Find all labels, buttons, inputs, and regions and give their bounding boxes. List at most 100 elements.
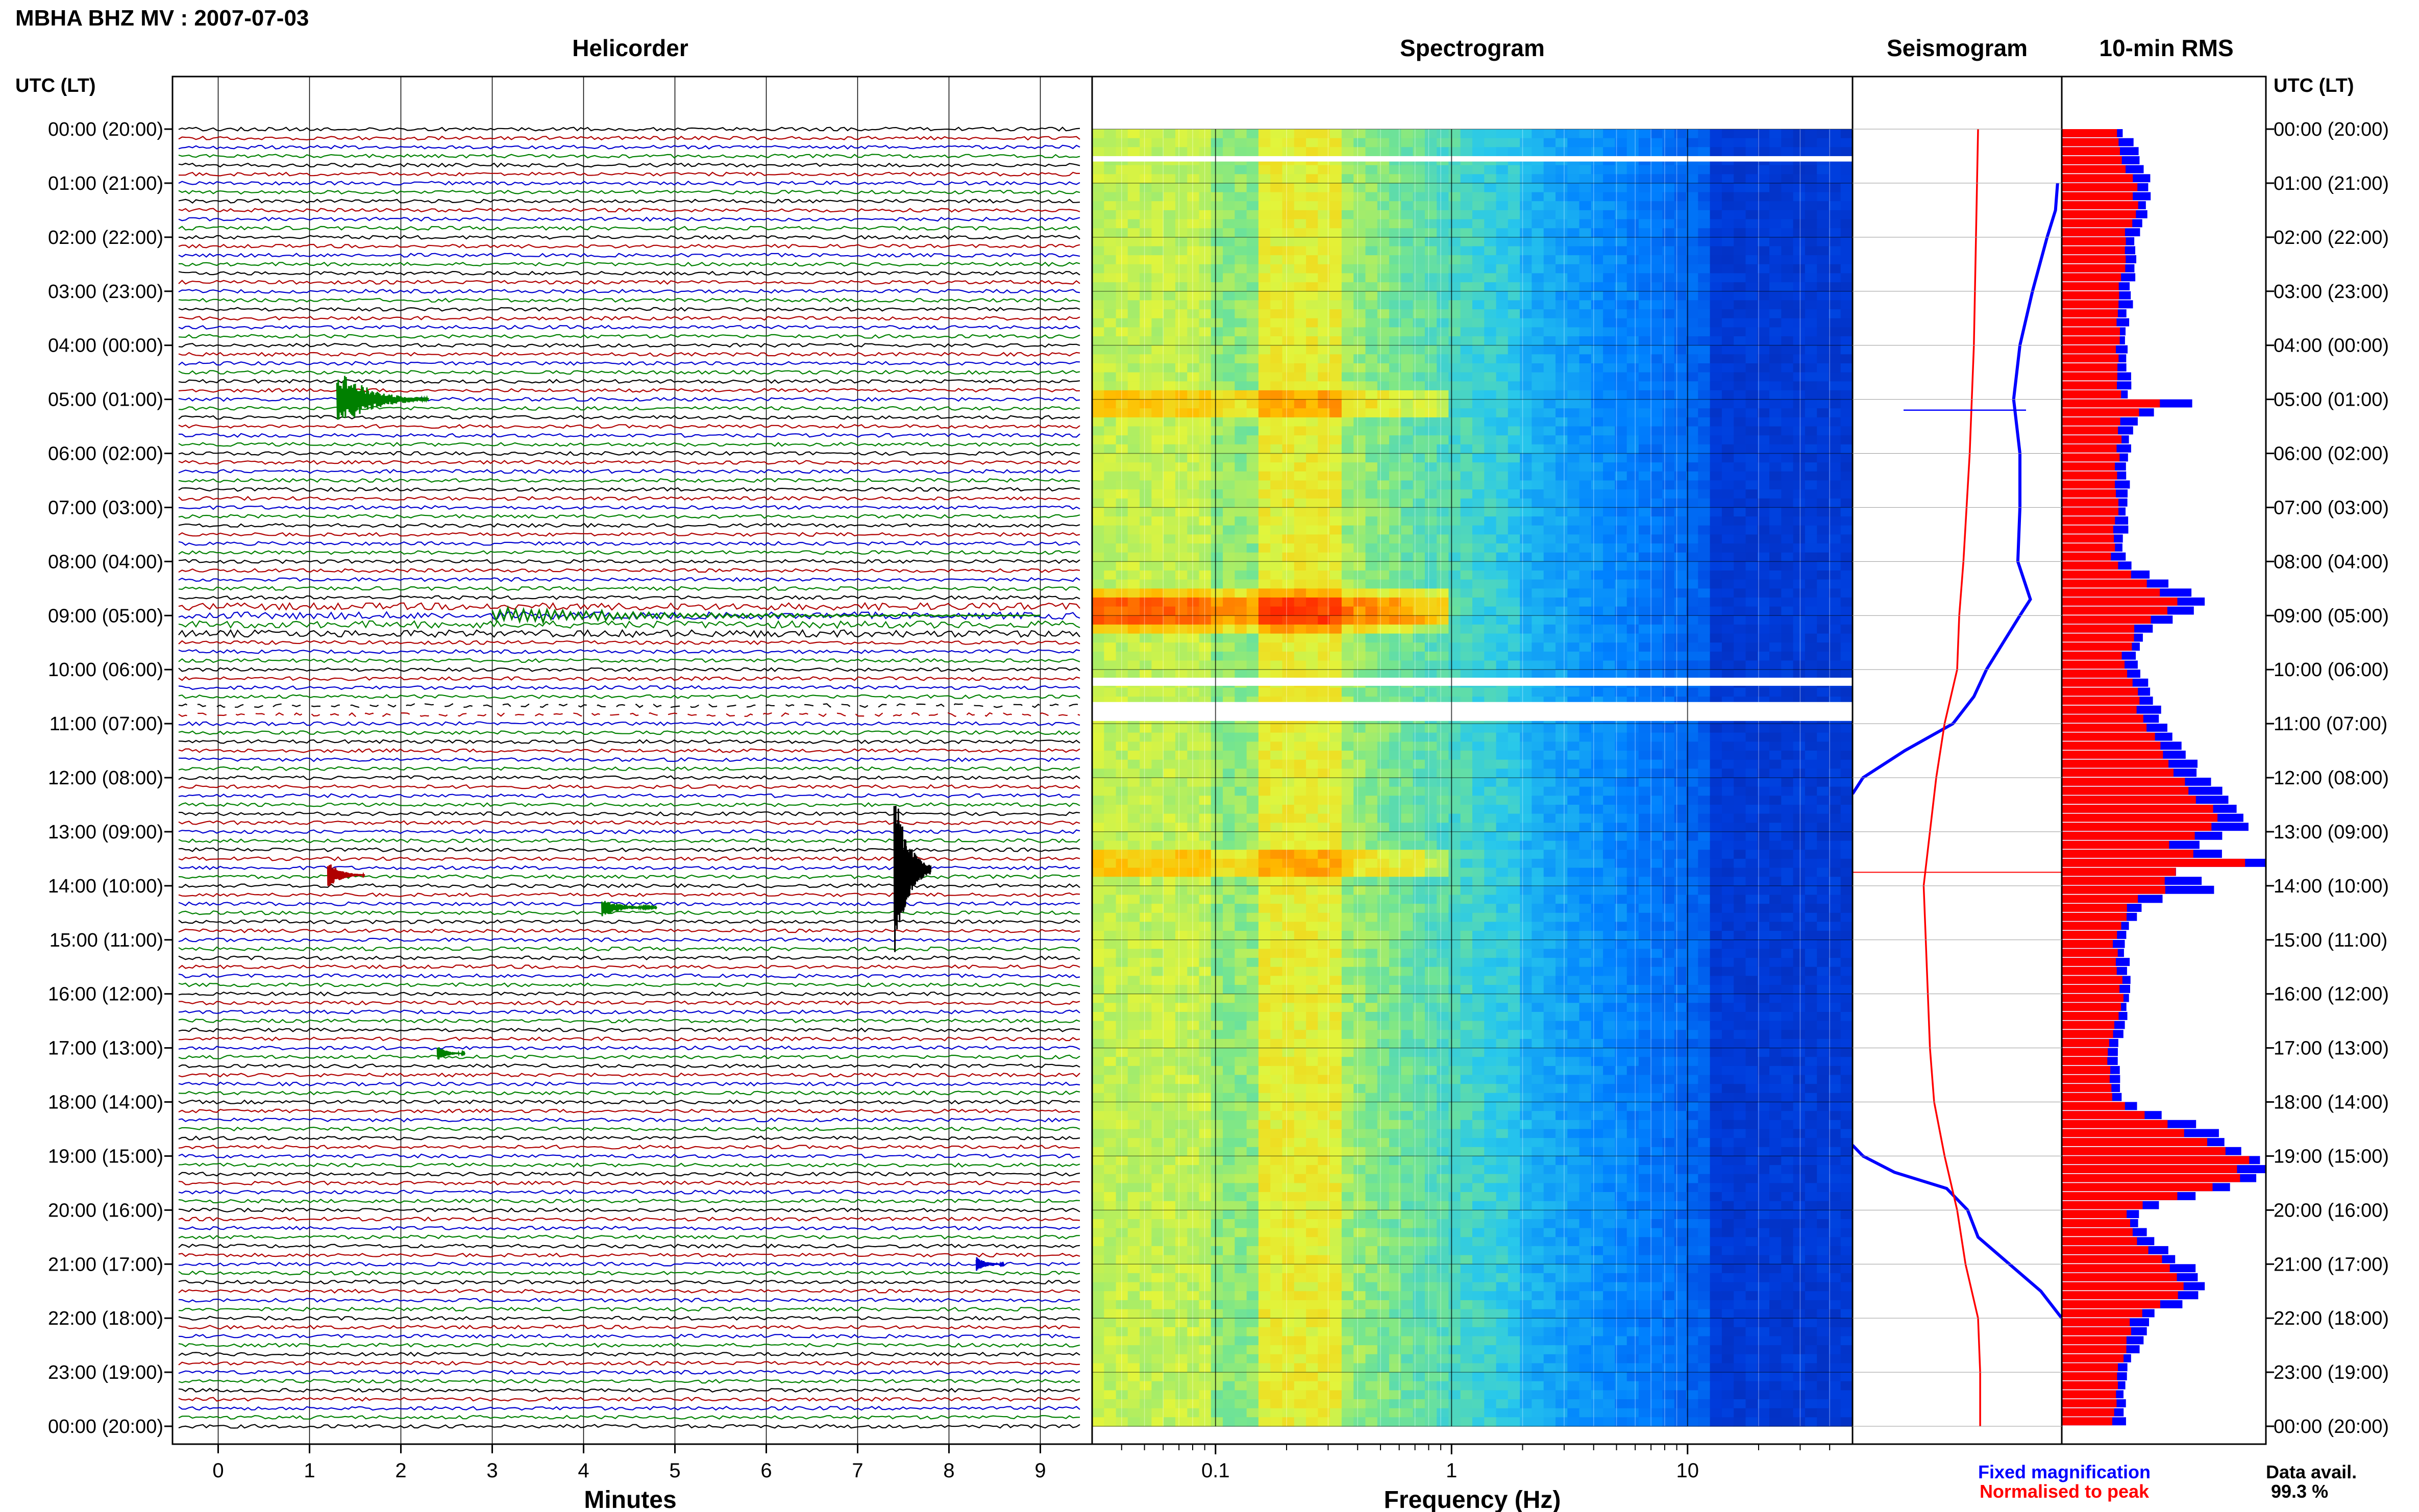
spectrogram-cell [1769, 192, 1782, 202]
spectrogram-cell [1294, 345, 1306, 355]
spectrogram-cell [1674, 435, 1687, 445]
spectrogram-cell [1282, 237, 1295, 247]
spectrogram-cell [1710, 796, 1722, 805]
spectrogram-cell [1520, 670, 1533, 679]
spectrogram-cell [1757, 633, 1770, 643]
spectrogram-cell [1686, 138, 1699, 147]
spectrogram-cell [1615, 651, 1627, 661]
spectrogram-cell [1092, 516, 1105, 526]
spectrogram-cell [1817, 417, 1830, 427]
spectrogram-cell [1282, 210, 1295, 220]
spectrogram-cell [1424, 534, 1437, 544]
spectrogram-cell [1140, 462, 1152, 472]
spectrogram-cell [1710, 769, 1722, 778]
spectrogram-cell [1626, 507, 1639, 517]
spectrogram-cell [1793, 390, 1806, 400]
spectrogram-cell [1199, 237, 1212, 247]
spectrogram-cell [1757, 651, 1770, 661]
spectrogram-cell [1092, 786, 1105, 796]
spectrogram-cell [1306, 453, 1319, 463]
spectrogram-cell [1532, 417, 1544, 427]
spectrogram-cell [1282, 174, 1295, 184]
spectrogram-cell [1223, 651, 1236, 661]
spectrogram-cell [1674, 255, 1687, 265]
spectrogram-cell [1104, 687, 1117, 697]
spectrogram-cell [1199, 336, 1212, 346]
spectrogram-cell [1650, 624, 1663, 634]
spectrogram-cell [1496, 327, 1509, 337]
spectrogram-cell [1151, 408, 1164, 418]
spectrogram-cell [1710, 138, 1722, 147]
spectrogram-cell [1674, 426, 1687, 436]
spectrogram-cell [1413, 769, 1425, 778]
spectrogram-cell [1413, 318, 1425, 328]
spectrogram-cell [1199, 174, 1212, 184]
spectrogram-cell [1175, 471, 1188, 481]
spectrogram-cell [1556, 823, 1568, 832]
spectrogram-cell [1686, 732, 1699, 742]
spectrogram-cell [1211, 327, 1223, 337]
spectrogram-cell [1318, 561, 1330, 571]
spectrogram-cell [1353, 174, 1366, 184]
spectrogram-cell [1401, 129, 1414, 139]
spectrogram-cell [1615, 579, 1627, 589]
spectrogram-cell [1235, 732, 1247, 742]
spectrogram-cell [1306, 210, 1319, 220]
spectrogram-cell [1377, 489, 1390, 499]
spectrogram-cell [1615, 336, 1627, 346]
spectrogram-cell [1734, 660, 1746, 670]
spectrogram-cell [1721, 408, 1734, 418]
spectrogram-cell [1353, 192, 1366, 202]
spectrogram-cell [1294, 805, 1306, 814]
spectrogram-cell [1377, 670, 1390, 679]
spectrogram-cell [1199, 732, 1212, 742]
spectrogram-cell [1484, 642, 1497, 652]
spectrogram-cell [1615, 462, 1627, 472]
spectrogram-cell [1329, 498, 1342, 508]
spectrogram-cell [1424, 408, 1437, 418]
spectrogram-cell [1140, 507, 1152, 517]
spectrogram-cell [1615, 751, 1627, 760]
spectrogram-cell [1662, 525, 1675, 535]
spectrogram-cell [1793, 778, 1806, 787]
spectrogram-cell [1734, 147, 1746, 157]
spectrogram-cell [1567, 732, 1580, 742]
spectrogram-cell [1092, 264, 1105, 274]
spectrogram-cell [1817, 291, 1830, 301]
spectrogram-cell [1805, 372, 1817, 382]
spectrogram-cell [1734, 174, 1746, 184]
spectrogram-cell [1840, 129, 1853, 139]
spectrogram-cell [1508, 381, 1520, 391]
spectrogram-cell [1199, 796, 1212, 805]
spectrogram-cell [1127, 264, 1140, 274]
spectrogram-cell [1424, 345, 1437, 355]
spectrogram-cell [1496, 786, 1509, 796]
spectrogram-cell [1805, 651, 1817, 661]
spectrogram-cell [1781, 129, 1794, 139]
spectrogram-cell [1282, 751, 1295, 760]
spectrogram-cell [1270, 642, 1283, 652]
spectrogram-cell [1211, 786, 1223, 796]
spectrogram-cell [1638, 769, 1651, 778]
spectrogram-cell [1116, 390, 1128, 400]
spectrogram-cell [1793, 336, 1806, 346]
spectrogram-cell [1460, 138, 1473, 147]
spectrogram-cell [1163, 453, 1176, 463]
spectrogram-cell [1377, 300, 1390, 310]
spectrogram-cell [1817, 633, 1830, 643]
spectrogram-cell [1698, 201, 1711, 211]
spectrogram-cell [1187, 426, 1200, 436]
spectrogram-cell [1532, 273, 1544, 283]
spectrogram-cell [1258, 300, 1271, 310]
spectrogram-cell [1508, 687, 1520, 697]
spectrogram-cell [1781, 462, 1794, 472]
spectrogram-cell [1472, 498, 1485, 508]
spectrogram-cell [1460, 399, 1473, 409]
spectrogram-cell [1757, 606, 1770, 616]
spectrogram-cell [1460, 615, 1473, 625]
spectrogram-cell [1626, 282, 1639, 292]
spectrogram-cell [1116, 687, 1128, 697]
spectrogram-cell [1829, 615, 1841, 625]
spectrogram-cell [1377, 732, 1390, 742]
spectrogram-cell [1116, 670, 1128, 679]
